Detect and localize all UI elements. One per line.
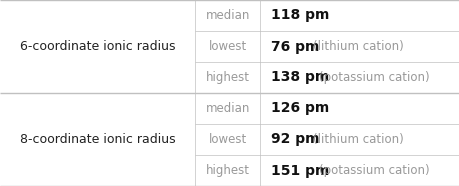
Text: highest: highest [205,71,249,84]
Text: 92 pm: 92 pm [271,132,319,147]
Text: (lithium cation): (lithium cation) [312,133,403,146]
Text: 138 pm: 138 pm [271,70,329,84]
Text: median: median [205,9,249,22]
Text: 118 pm: 118 pm [271,9,329,23]
Text: 8-coordinate ionic radius: 8-coordinate ionic radius [20,133,175,146]
Text: 151 pm: 151 pm [271,163,329,177]
Text: highest: highest [205,164,249,177]
Text: (lithium cation): (lithium cation) [312,40,403,53]
Text: 126 pm: 126 pm [271,102,329,116]
Text: (potassium cation): (potassium cation) [318,71,428,84]
Text: median: median [205,102,249,115]
Text: lowest: lowest [208,133,246,146]
Text: lowest: lowest [208,40,246,53]
Text: 6-coordinate ionic radius: 6-coordinate ionic radius [20,40,175,53]
Text: (potassium cation): (potassium cation) [318,164,428,177]
Text: 76 pm: 76 pm [271,39,319,54]
